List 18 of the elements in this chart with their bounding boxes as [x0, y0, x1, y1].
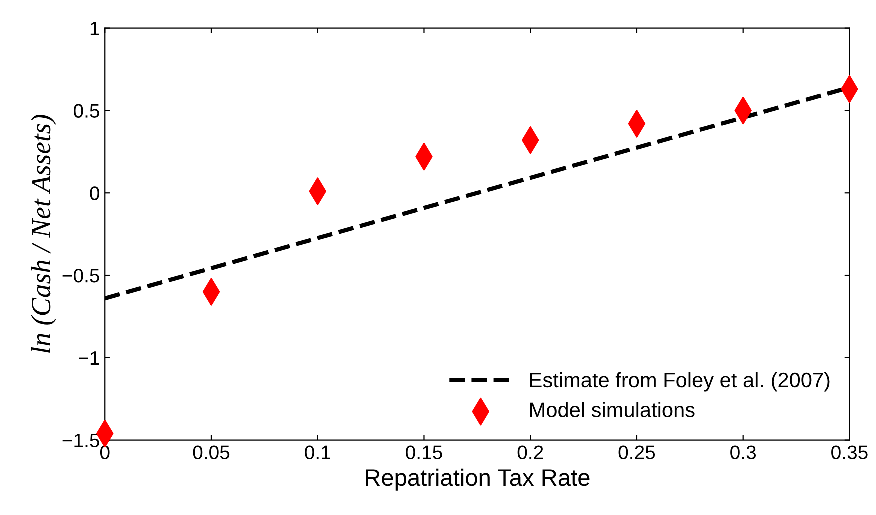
- y-tick-label: 0.5: [74, 104, 100, 118]
- legend-label: Estimate from Foley et al. (2007): [530, 372, 830, 392]
- y-axis-title: ln (Cash / Net Assets): [31, 115, 56, 353]
- y-tick-label: 1: [90, 22, 100, 36]
- y-tick-label: −1: [79, 352, 100, 365]
- x-tick-label: 0.1: [305, 446, 330, 460]
- y-tick-label: 0: [90, 186, 100, 200]
- x-axis-title: Repatriation Tax Rate: [366, 468, 590, 491]
- y-tick-label: −0.5: [62, 268, 100, 283]
- x-tick-label: 0.3: [730, 446, 756, 460]
- x-tick-label: 0.2: [518, 446, 544, 460]
- x-tick-label: 0: [100, 446, 110, 460]
- y-tick-label: −1.5: [62, 434, 100, 448]
- x-tick-label: 0.05: [193, 446, 230, 460]
- x-tick-label: 0.35: [832, 446, 868, 460]
- legend-label: Model simulations: [530, 402, 695, 418]
- x-tick-label: 0.15: [406, 446, 442, 460]
- x-tick-label: 0.25: [618, 446, 656, 460]
